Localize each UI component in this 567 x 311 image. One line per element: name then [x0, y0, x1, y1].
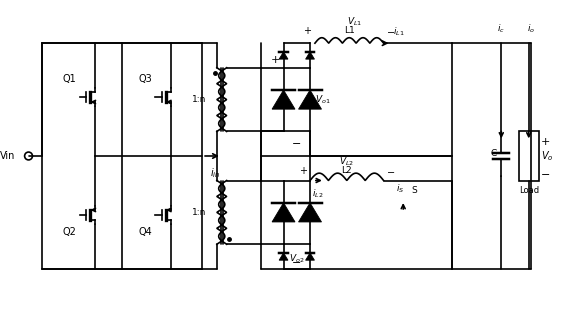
Text: $+$: $+$ [270, 54, 281, 65]
Polygon shape [279, 253, 288, 260]
Text: $V_o$: $V_o$ [541, 149, 554, 163]
Text: C: C [490, 149, 496, 158]
Text: $i_{L1}$: $i_{L1}$ [393, 26, 405, 38]
Text: L2: L2 [341, 166, 352, 174]
Text: $i_c$: $i_c$ [497, 23, 505, 35]
Text: 1:n: 1:n [192, 208, 206, 217]
Text: $-$: $-$ [291, 256, 301, 266]
Text: L1: L1 [344, 26, 354, 35]
Text: Load: Load [519, 186, 539, 195]
Text: $-$: $-$ [540, 168, 549, 178]
Text: $V_{o1}$: $V_{o1}$ [315, 93, 331, 106]
Text: $+$: $+$ [299, 165, 308, 176]
Text: $V_{L1}$: $V_{L1}$ [346, 16, 362, 29]
Text: 1:n: 1:n [192, 95, 206, 104]
Text: Q2: Q2 [63, 227, 77, 238]
Text: Q4: Q4 [138, 227, 152, 238]
Polygon shape [299, 90, 321, 109]
Text: $V_{L2}$: $V_{L2}$ [338, 155, 354, 168]
Polygon shape [272, 90, 295, 109]
Text: $V_{o2}$: $V_{o2}$ [289, 252, 304, 265]
Polygon shape [306, 52, 315, 59]
Text: $i_{L2}$: $i_{L2}$ [312, 187, 324, 200]
Text: $+$: $+$ [540, 137, 549, 147]
Text: $i_{in}$: $i_{in}$ [210, 166, 220, 179]
Text: S: S [411, 186, 417, 195]
Text: $+$: $+$ [303, 25, 312, 36]
Text: Q1: Q1 [63, 75, 77, 85]
Polygon shape [306, 253, 315, 260]
Text: Q3: Q3 [138, 75, 152, 85]
Text: $-$: $-$ [386, 26, 395, 36]
Polygon shape [279, 52, 288, 59]
Text: $i_S$: $i_S$ [396, 183, 404, 195]
Text: $-$: $-$ [386, 165, 395, 176]
Polygon shape [299, 203, 321, 222]
Polygon shape [272, 203, 295, 222]
Text: Vin: Vin [0, 151, 15, 161]
Bar [519, 132, 539, 180]
Text: $-$: $-$ [291, 137, 301, 147]
Text: $i_o$: $i_o$ [527, 23, 535, 35]
